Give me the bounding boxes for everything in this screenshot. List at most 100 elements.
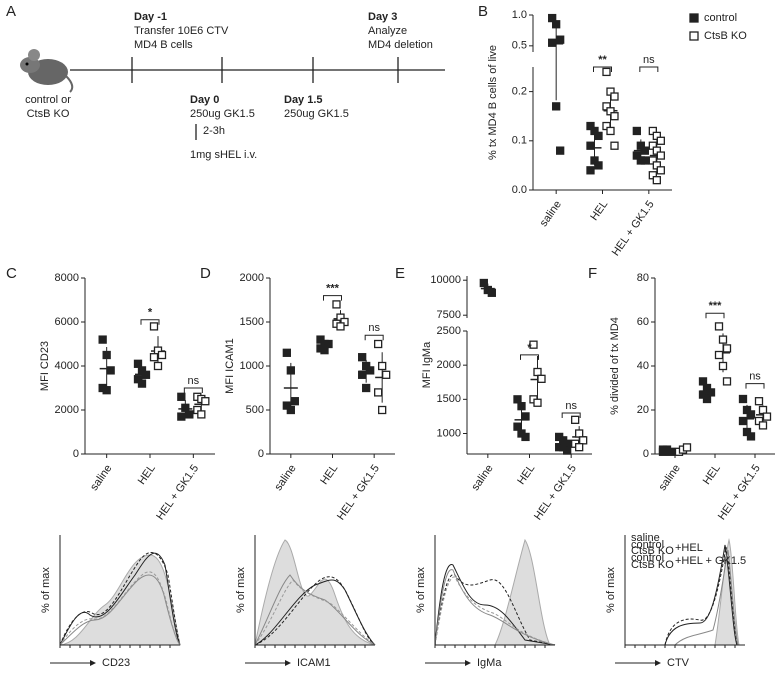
data-point: [290, 397, 299, 406]
data-point: [374, 388, 383, 397]
data-point: [722, 377, 732, 386]
y-tick-label: 0.5: [512, 40, 527, 52]
data-point: [286, 405, 295, 415]
y-axis-label: MFI ICAM1: [224, 338, 236, 394]
panel-letter: C: [6, 265, 17, 282]
flow-x-label: IgMa: [477, 657, 502, 669]
x-tick-label: HEL: [515, 463, 537, 487]
significance-bracket: [183, 387, 203, 393]
data-point: [714, 322, 724, 331]
flow-arrow-head: [285, 660, 291, 666]
data-point: [378, 405, 387, 415]
x-tick-label: saline: [272, 463, 298, 493]
data-point: [521, 412, 530, 421]
data-point: [762, 412, 772, 421]
x-tick-label: HEL + GK1.5: [335, 463, 382, 523]
data-point: [658, 447, 668, 456]
flow-x-label: CTV: [667, 657, 690, 669]
significance-bracket: [561, 412, 581, 418]
event-text: Analyze: [368, 25, 407, 37]
data-point: [575, 443, 584, 452]
data-point: [378, 361, 387, 371]
data-point: [98, 335, 107, 344]
data-point: [102, 350, 111, 360]
x-tick-label: HEL: [136, 463, 158, 487]
y-tick-label: 0: [73, 448, 79, 460]
data-point: [197, 410, 206, 419]
panel-letter: D: [200, 265, 211, 282]
data-point: [382, 370, 391, 379]
data-point: [286, 366, 295, 375]
data-point: [529, 340, 538, 349]
y-tick-label: 0.0: [512, 184, 527, 196]
y-tick-label: 7500: [437, 309, 461, 321]
event-text: MD4 deletion: [368, 39, 433, 51]
data-point: [517, 402, 526, 411]
flow-legend-label: control: [631, 552, 664, 564]
y-tick-label: 20: [637, 404, 649, 416]
flow-legend-label: +HEL: [675, 542, 703, 554]
y-tick-label: 2000: [437, 359, 461, 371]
flow-x-label: ICAM1: [297, 657, 331, 669]
data-point: [718, 361, 728, 371]
data-point: [656, 151, 665, 160]
y-tick-label: 80: [637, 272, 649, 284]
data-point: [586, 166, 595, 175]
data-point: [714, 350, 724, 360]
timeline: [70, 57, 445, 140]
data-point: [718, 335, 728, 344]
y-tick-label: 0.1: [512, 135, 527, 147]
x-tick-label: saline: [657, 463, 683, 493]
flow-legend-label: control: [631, 539, 664, 551]
data-point: [758, 421, 768, 430]
data-point: [358, 370, 367, 379]
significance-label: ns: [368, 322, 380, 334]
flow-y-label: % of max: [235, 567, 247, 613]
significance-label: *: [148, 307, 153, 319]
data-point: [586, 141, 595, 150]
event-text: 250ug GK1.5: [190, 108, 255, 120]
panel-letter: A: [6, 3, 16, 20]
data-point: [754, 397, 764, 406]
significance-bracket: [593, 66, 612, 72]
y-tick-label: 0.2: [512, 86, 527, 98]
x-tick-label: saline: [538, 199, 564, 229]
data-point: [722, 344, 732, 353]
significance-label: ns: [749, 371, 761, 383]
y-tick-label: 10000: [430, 274, 461, 286]
data-point: [201, 397, 210, 406]
legend-marker: [689, 31, 699, 41]
data-point: [137, 379, 147, 388]
data-point: [282, 348, 291, 357]
x-tick-label: HEL: [318, 463, 340, 487]
data-point: [185, 410, 194, 419]
data-point: [746, 410, 756, 419]
mouse-label: CtsB KO: [27, 108, 70, 120]
event-day: Day -1: [134, 11, 167, 23]
y-tick-label: 60: [637, 316, 649, 328]
data-point: [149, 353, 159, 362]
y-axis-label: % tx MD4 B cells of live: [487, 45, 499, 160]
data-point: [552, 102, 561, 111]
flow-y-label: % of max: [40, 567, 52, 613]
flow-arrow-head: [655, 660, 661, 666]
data-point: [640, 146, 649, 155]
x-tick-label: HEL + GK1.5: [532, 463, 579, 523]
data-point: [552, 20, 561, 29]
y-tick-label: 0: [643, 448, 649, 460]
significance-bracket: [705, 312, 725, 319]
mouse-label: control or: [25, 94, 71, 106]
flow-legend-label: +HEL + GK1.5: [675, 555, 746, 567]
significance-label: ns: [643, 54, 655, 66]
significance-bracket: [140, 319, 160, 325]
event-text: 1mg sHEL i.v.: [190, 149, 257, 161]
significance-bracket: [639, 66, 659, 72]
x-tick-label: HEL + GK1.5: [610, 199, 657, 259]
significance-label: ns: [188, 375, 200, 387]
data-point: [738, 416, 748, 426]
y-tick-label: 1000: [437, 427, 461, 439]
data-point: [594, 131, 603, 141]
data-point: [610, 112, 619, 121]
data-point: [177, 412, 186, 421]
